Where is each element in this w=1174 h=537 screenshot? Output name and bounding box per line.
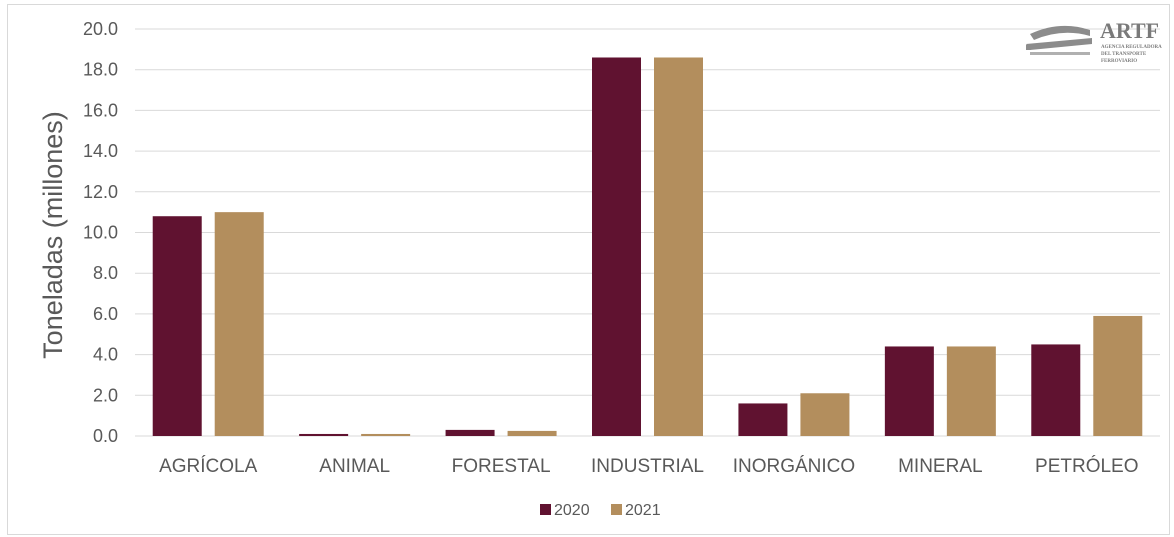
logo-subtitle-line-3: FERROVIARIO xyxy=(1101,59,1137,64)
x-category-label: PETRÓLEO xyxy=(1035,455,1138,477)
y-tick-label: 6.0 xyxy=(93,304,118,324)
logo-subtitle-line-1: AGENCIA REGULADORA xyxy=(1101,45,1162,50)
x-category-label: AGRÍCOLA xyxy=(159,456,258,477)
logo-title: ARTF xyxy=(1100,18,1159,43)
x-category-label: ANIMAL xyxy=(319,456,390,477)
y-tick-label: 0.0 xyxy=(93,426,118,446)
y-tick-label: 16.0 xyxy=(83,100,118,120)
bar-2020-industrial xyxy=(592,57,641,437)
y-axis-ticks: 0.0 2.0 4.0 6.0 8.0 10.0 12.0 14.0 16.0 18.0 20.0 xyxy=(83,19,118,446)
bar-2020-inorgánico xyxy=(738,403,788,436)
artf-logo: ARTF AGENCIA REGULADORA DEL TRANSPORTE F… xyxy=(1026,18,1162,64)
x-axis-categories: AGRÍCOLA ANIMAL FORESTAL INDUSTRIAL INORGÁNI… xyxy=(159,455,1138,477)
train-logo-icon xyxy=(1026,25,1092,55)
y-tick-label: 8.0 xyxy=(93,263,118,283)
y-tick-label: 2.0 xyxy=(93,385,118,405)
bar-2020-animal xyxy=(299,433,349,436)
bar-2021-industrial xyxy=(654,57,703,437)
legend-label-2020: 2020 xyxy=(554,502,590,519)
bars xyxy=(152,57,1143,437)
y-axis-label: Toneladas (millones) xyxy=(38,111,68,359)
bar-2021-agrícola xyxy=(214,212,264,436)
x-category-label: FORESTAL xyxy=(452,456,551,477)
bar-2020-agrícola xyxy=(152,216,202,436)
bar-2020-mineral xyxy=(884,346,934,436)
legend-swatch-2020 xyxy=(540,504,551,515)
y-tick-label: 18.0 xyxy=(83,60,118,80)
y-tick-label: 20.0 xyxy=(83,19,118,39)
gridlines xyxy=(135,28,1160,437)
legend-swatch-2021 xyxy=(611,504,622,515)
y-tick-label: 14.0 xyxy=(83,141,118,161)
y-tick-label: 12.0 xyxy=(83,182,118,202)
x-category-label: MINERAL xyxy=(898,456,982,477)
logo-subtitle-line-2: DEL TRANSPORTE xyxy=(1101,52,1147,57)
legend-label-2021: 2021 xyxy=(625,502,661,519)
legend: 2020 2021 xyxy=(540,502,661,519)
bar-2021-forestal xyxy=(507,430,557,436)
bar-2020-petróleo xyxy=(1031,344,1081,436)
bar-2020-forestal xyxy=(445,429,495,436)
bar-2021-animal xyxy=(361,433,411,436)
x-category-label: INORGÁNICO xyxy=(733,456,855,477)
y-tick-label: 10.0 xyxy=(83,223,118,243)
bar-2021-petróleo xyxy=(1093,315,1143,436)
x-category-label: INDUSTRIAL xyxy=(591,456,704,477)
y-tick-label: 4.0 xyxy=(93,345,118,365)
bar-2021-inorgánico xyxy=(800,393,850,436)
bar-2021-mineral xyxy=(946,346,996,436)
